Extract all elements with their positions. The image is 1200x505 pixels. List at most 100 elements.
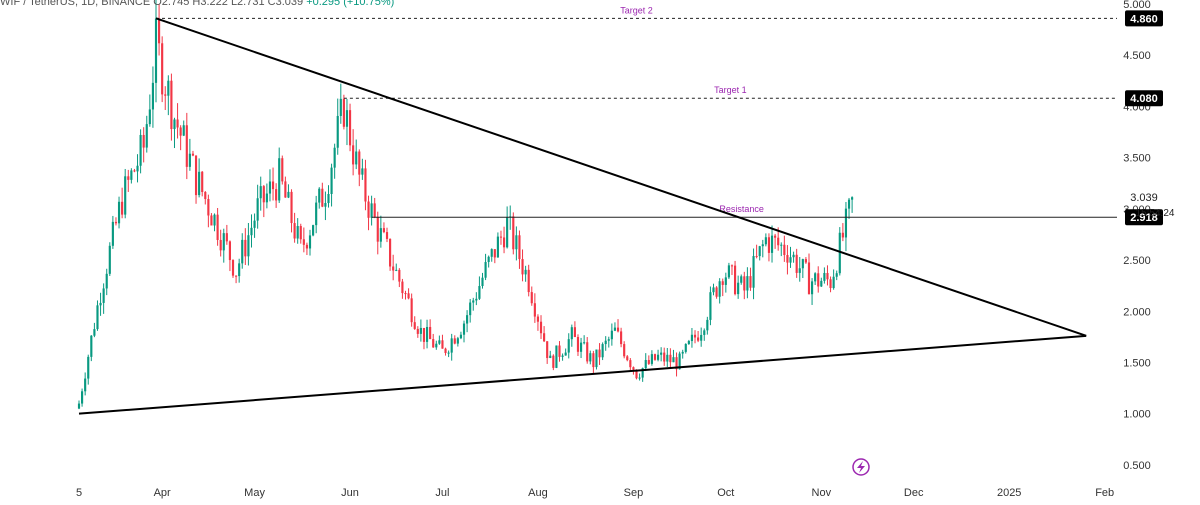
price-tag-label: 4.080 [1130,93,1158,105]
candle-body [376,216,379,242]
candle-body [715,287,718,297]
annotation-label: Target 2 [620,5,653,15]
candle-body [576,337,580,352]
candle-body [604,340,607,345]
candle-body [373,203,376,217]
high-value: H3.222 [192,0,228,8]
trendline[interactable] [155,17,1087,337]
candle-body [774,235,777,238]
candle-body [425,326,429,342]
candle-body [466,315,469,324]
candle-body [370,203,373,218]
candle-body [493,249,496,258]
candle-body [746,276,749,291]
candle-body [142,134,145,148]
candle-body [444,348,447,353]
candle-body [339,98,342,116]
candle-body [216,214,219,240]
candle-body [191,153,195,156]
lightning-icon[interactable] [852,458,870,476]
candle-body [250,227,253,236]
candle-body [219,239,222,251]
y-tick-label: 1.500 [1123,357,1151,369]
candle-body [727,265,730,278]
candle-body [87,356,90,379]
candle-body [650,354,653,364]
candle-body [105,273,108,289]
candle-body [358,151,361,175]
candle-body [170,80,173,130]
candle-body [321,188,324,207]
candle-body [392,266,395,271]
candle-body [555,345,558,368]
x-tick-label: 5 [76,487,82,499]
candle-body [305,244,309,249]
candle-body [851,197,854,200]
candle-body [656,354,660,360]
candle-body [225,233,228,242]
candle-body [111,221,114,246]
candle-body [847,199,851,209]
candle-body [395,269,398,271]
candle-body [136,165,139,172]
candle-body [293,223,296,239]
candle-body [299,226,302,240]
candle-body [419,327,422,334]
candle-body [342,98,345,127]
candle-body [154,18,158,83]
candle-body [570,327,573,340]
candle-body [499,236,503,238]
candle-body [672,357,675,363]
candle-body [638,377,641,379]
x-tick-label: Sep [624,487,644,499]
candle-body [429,326,432,340]
candle-body [262,186,265,203]
candle-body [820,280,823,287]
candle-body [675,357,678,370]
candle-body [496,236,499,258]
trendline[interactable] [78,334,1087,415]
candle-body [721,281,724,285]
candle-body [139,134,142,166]
candle-body [410,298,413,323]
candle-body [416,328,419,334]
symbol-header: WIF / TetherUS, 1D, BINANCE O2.745 H3.22… [0,0,394,8]
candle-body [133,170,136,172]
candle-body [798,268,801,273]
candle-body [579,342,583,352]
candle-body [829,279,832,289]
candle-body [96,305,99,330]
candle-body [302,239,305,245]
candle-body [564,352,567,356]
candle-body [524,269,527,275]
candle-body [487,256,490,263]
symbol-line: WIF / TetherUS, 1D, BINANCE [0,0,151,8]
candle-body [158,18,161,44]
candle-body [345,110,349,127]
candle-body [213,214,216,226]
candle-body [404,293,407,295]
candle-body [823,272,826,281]
candle-body [99,302,102,306]
candle-body [296,226,299,239]
candle-body [552,355,555,368]
candle-body [697,337,700,341]
candle-body [789,257,792,263]
candle-body [832,276,835,289]
candle-body [413,322,416,329]
x-tick-label: Nov [812,487,832,499]
candle-body [450,338,453,353]
close-value: C3.039 [267,0,304,8]
x-tick-label: Aug [528,487,548,499]
x-tick-label: Dec [904,487,924,499]
candle-body [589,353,592,362]
y-tick-label: 2.500 [1123,255,1151,267]
candle-body [761,244,764,247]
price-tag [1125,90,1163,107]
candle-body [490,249,493,257]
candle-body [207,199,210,216]
candle-body [204,191,207,200]
candle-body [161,43,164,95]
candle-body [626,356,629,361]
